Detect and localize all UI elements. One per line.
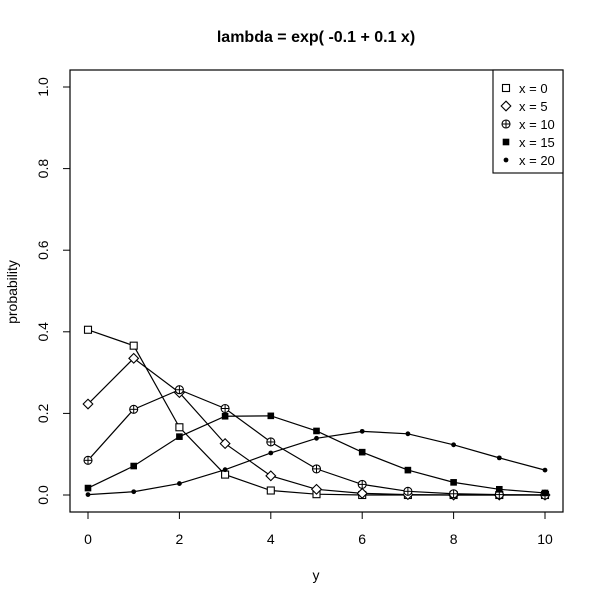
data-point [265,470,277,482]
x-tick-label: 4 [267,531,275,547]
y-tick-label: 0.4 [35,322,51,342]
data-point [403,486,413,496]
x-tick-label: 10 [537,531,553,547]
series-group [82,325,551,501]
data-point [83,455,93,465]
data-point [84,484,92,492]
x-tick-label: 2 [176,531,184,547]
series-4 [84,412,549,497]
data-point [404,466,412,474]
y-tick-label: 1.0 [35,77,51,97]
x-tick-label: 8 [450,531,458,547]
data-point [131,489,137,495]
x-tick-label: 0 [84,531,92,547]
data-point [128,352,140,364]
data-point [220,403,230,414]
data-point [358,448,366,456]
data-point [130,462,137,470]
legend-marker [503,157,509,163]
data-point [451,442,456,448]
data-point [449,489,459,499]
data-point [405,431,411,437]
data-point [221,412,229,420]
data-point [541,489,549,497]
data-point [359,428,365,434]
data-point [83,325,93,334]
legend-item: x = 10 [501,117,555,132]
data-point [450,479,457,486]
data-point [177,481,182,486]
y-tick-label: 0.0 [35,485,51,505]
chart-title: lambda = exp( -0.1 + 0.1 x) [217,29,415,46]
data-point [129,404,139,414]
series-line [87,389,546,496]
legend: x = 0 x = 5 x = 10 x = 15 x = 20 [492,69,564,174]
data-point [496,485,503,493]
axes: 0 2 4 6 8 10 0.0 0.2 0.4 0.6 0.8 1.0 [35,77,553,547]
y-tick-label: 0.6 [35,240,51,260]
data-point [175,423,184,432]
x-axis-label: y [313,567,320,583]
legend-label: x = 20 [519,153,555,168]
y-tick-label: 0.2 [35,403,51,423]
data-point [542,467,548,473]
data-point [266,486,275,495]
legend-item: x = 5 [500,99,548,114]
data-point [266,437,276,447]
data-point [268,450,274,456]
series-2 [82,352,551,501]
data-point [85,492,91,497]
legend-marker [502,138,510,146]
y-tick-label: 0.8 [35,159,51,179]
plot-frame [69,69,564,513]
data-point [129,341,138,350]
legend-label: x = 10 [519,117,555,132]
data-point [496,455,502,461]
data-point [313,427,320,435]
data-point [311,464,322,474]
series-line [87,357,545,496]
data-point [310,483,323,495]
data-point [314,435,319,441]
series-3 [83,385,550,500]
legend-label: x = 5 [519,99,548,114]
legend-label: x = 15 [519,135,555,150]
data-point [174,385,184,395]
legend-marker [501,119,511,129]
data-point [82,398,94,410]
data-point [267,412,275,420]
legend-item: x = 20 [503,153,555,168]
data-point [357,479,367,489]
legend-marker [500,100,512,112]
x-tick-label: 6 [358,531,366,547]
data-point [219,438,231,450]
data-point [356,487,368,499]
series-5 [85,428,548,497]
legend-label: x = 0 [519,81,548,96]
legend-marker [501,83,511,93]
legend-item: x = 0 [501,81,548,96]
data-point [222,467,228,473]
y-axis-label: probability [4,260,20,324]
series-line [87,415,546,494]
data-point [176,433,183,440]
legend-item: x = 15 [502,135,555,150]
data-point [221,470,230,479]
